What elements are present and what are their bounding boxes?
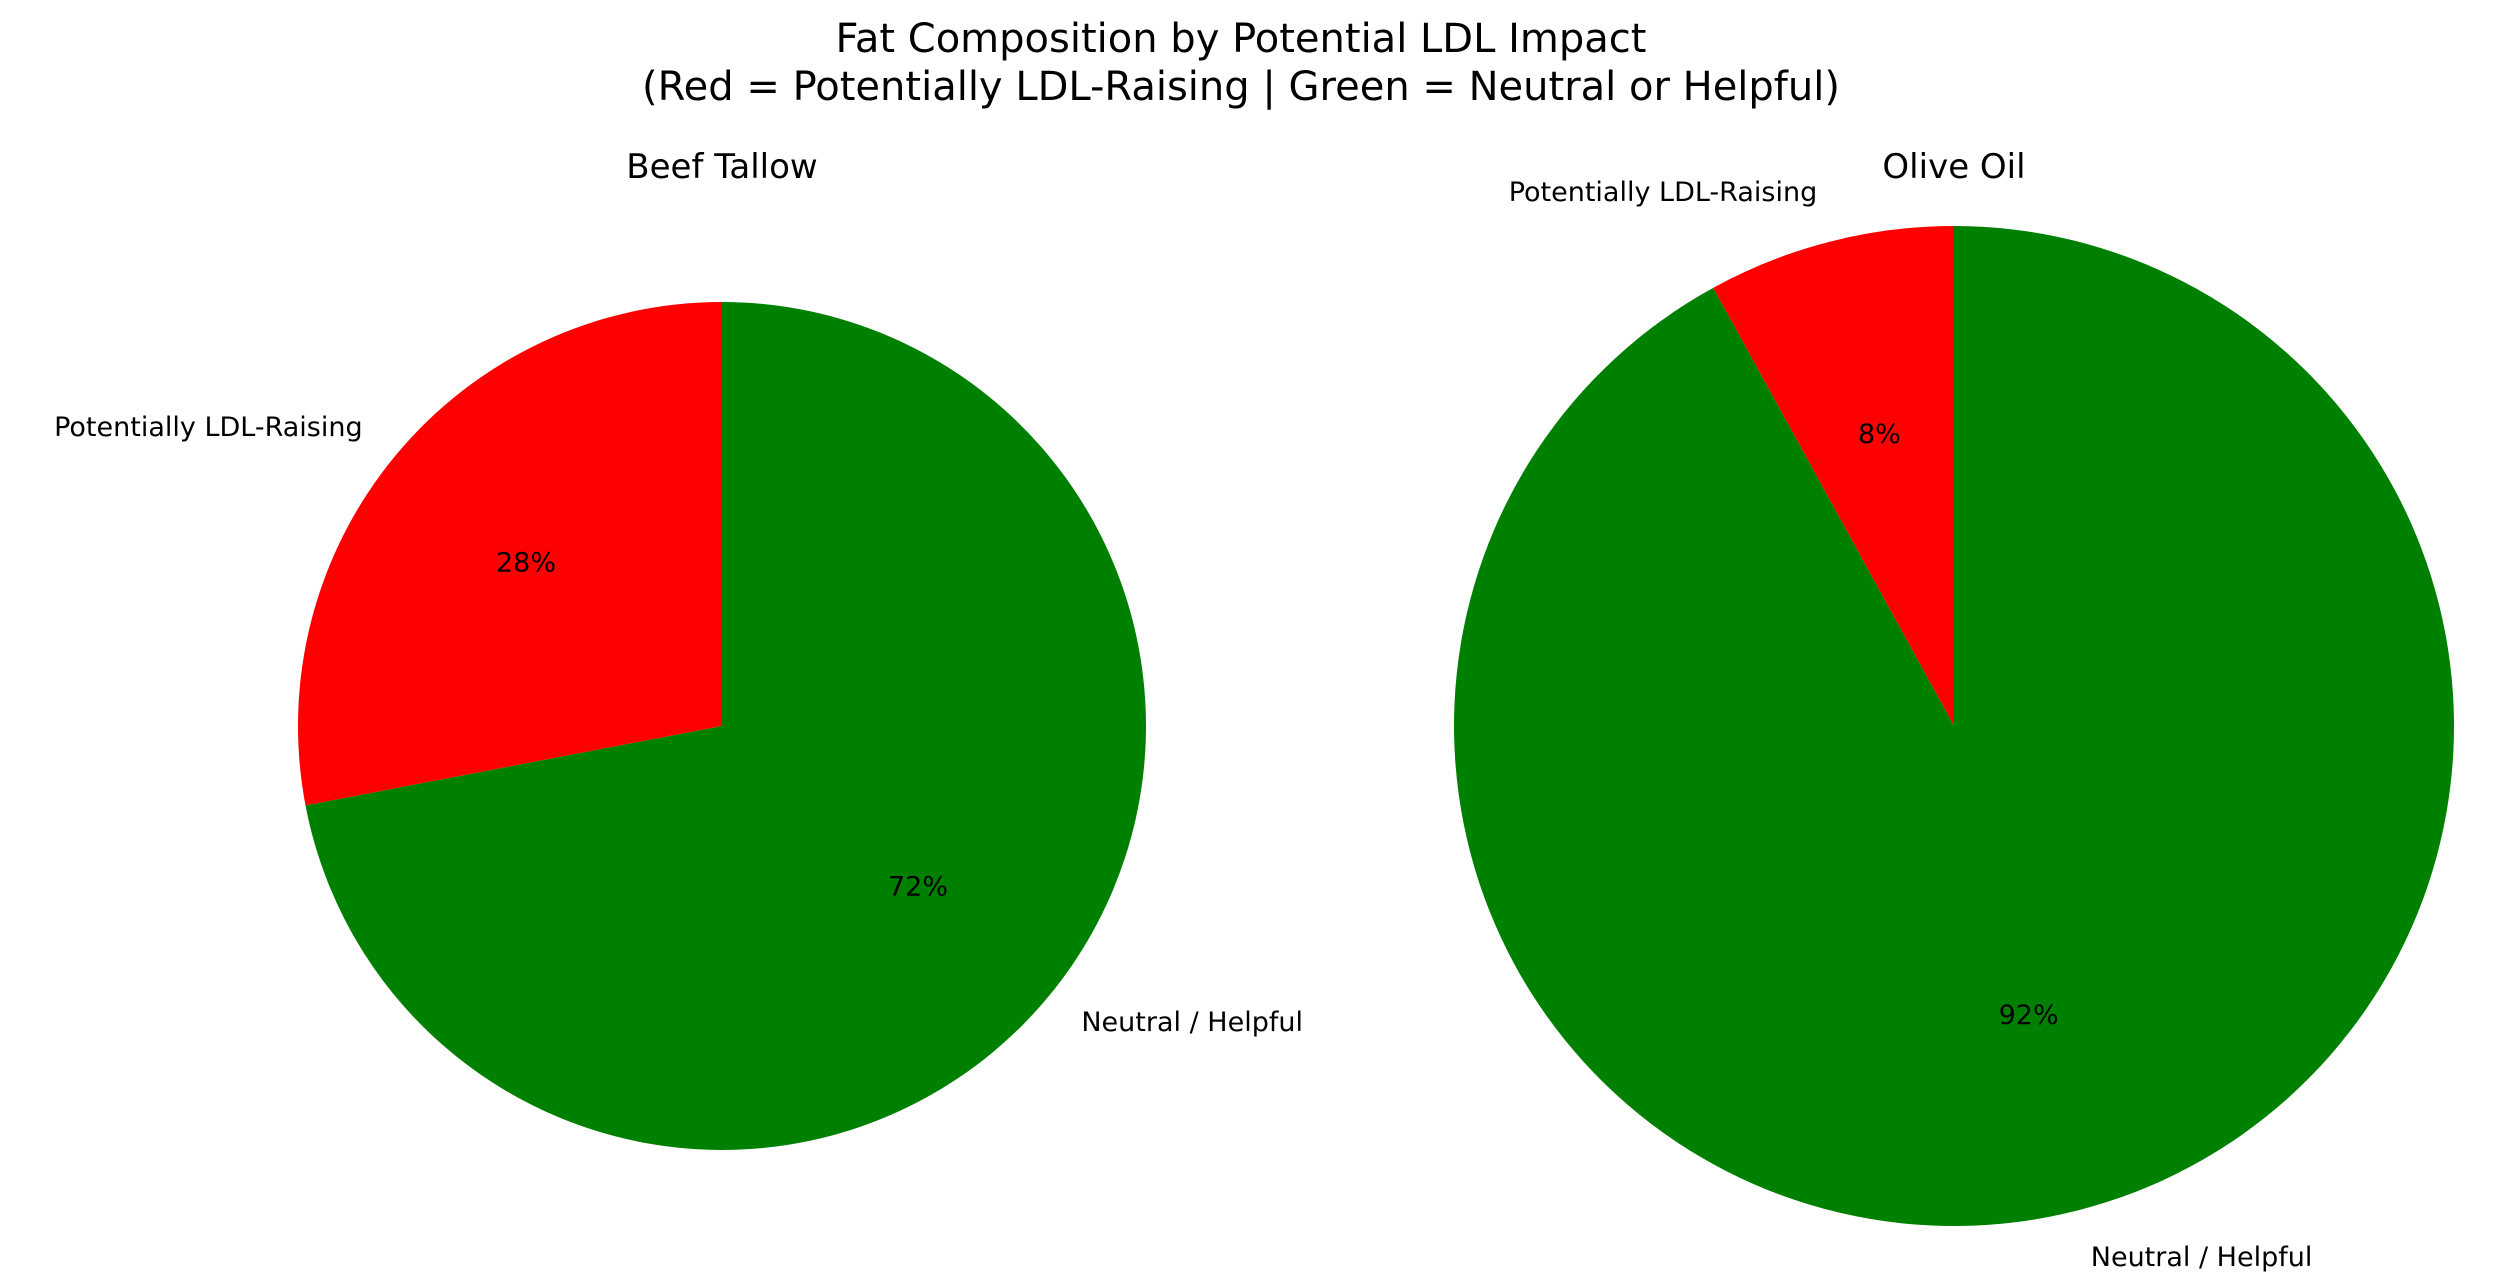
figure-title-line-2: (Red = Potentially LDL-Raising | Green =…: [642, 64, 1840, 110]
pie-percent-label: 8%: [1858, 419, 1901, 450]
pie-category-label: Neutral / Helpful: [1081, 1007, 1303, 1038]
figure-title-line-1: Fat Composition by Potential LDL Impact: [836, 16, 1647, 62]
pie-labels: Potentially LDL-Raising 28% Neutral / Help…: [54, 412, 1303, 1038]
pie-chart-olive-oil: Olive Oil Potentially LDL-Raising 8% Neutr…: [1454, 147, 2455, 1273]
pie-slice-potentially-ldl-raising: [297, 302, 722, 806]
pie-category-label: Potentially LDL-Raising: [54, 412, 363, 443]
pie-category-label: Neutral / Helpful: [2091, 1242, 2313, 1273]
pie-title: Olive Oil: [1882, 147, 2025, 187]
pie-slice-neutral-helpful: [305, 302, 1146, 1151]
pie-percent-label: 28%: [496, 547, 556, 578]
pie-category-label: Potentially LDL-Raising: [1509, 177, 1818, 208]
pie-percent-label: 72%: [888, 872, 948, 903]
pie-slices: [297, 302, 1146, 1151]
pie-chart-beef-tallow: Beef Tallow Potentially LDL-Raising 28% Ne…: [54, 147, 1303, 1151]
pie-title: Beef Tallow: [626, 147, 817, 187]
pie-labels: Potentially LDL-Raising 8% Neutral / Helpf…: [1509, 177, 2313, 1273]
pie-slices: [1454, 226, 2455, 1226]
pie-slice-potentially-ldl-raising: [1713, 226, 1954, 726]
pie-slice-neutral-helpful: [1454, 226, 2455, 1226]
pie-percent-label: 92%: [1999, 1000, 2059, 1031]
